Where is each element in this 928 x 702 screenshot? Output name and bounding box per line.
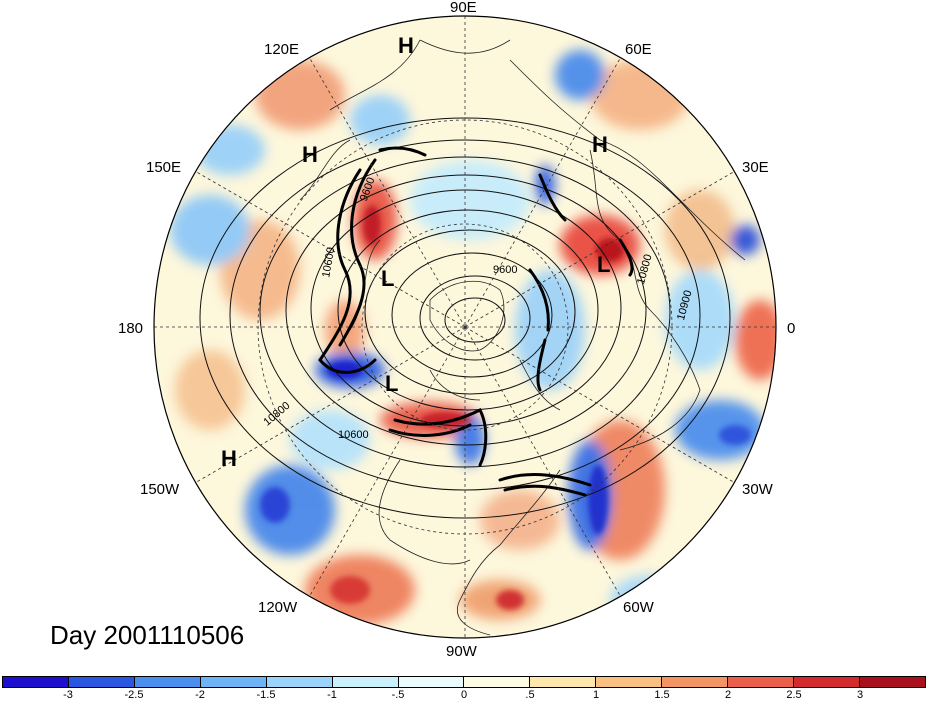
high-pressure-label: H <box>302 142 318 167</box>
colorbar-tick-label: 1 <box>592 689 600 701</box>
colorbar-tick-label: -.5 <box>391 689 405 701</box>
colorbar-tick-label: -2.5 <box>124 689 144 701</box>
high-pressure-label: H <box>221 446 237 471</box>
colorbar-tick-label: 2.5 <box>786 689 802 701</box>
longitude-label-60w: 60W <box>623 599 654 616</box>
colorbar-tick-label: 3 <box>856 689 864 701</box>
contour-label: 10600 <box>338 429 369 441</box>
colorbar-tick-label: -1.5 <box>256 689 276 701</box>
day-label: Day 2001110506 <box>50 620 245 650</box>
colorbar-segment <box>530 677 597 687</box>
map-border <box>153 15 777 639</box>
longitude-label-0: 0 <box>787 320 796 337</box>
longitude-label-120w: 120W <box>258 599 298 616</box>
colorbar-tick-label: 0 <box>460 689 468 701</box>
colorbar-segment <box>68 677 135 687</box>
colorbar-segment <box>464 677 531 687</box>
colorbar-tick-label: 2 <box>724 689 732 701</box>
jet-contours <box>318 146 634 497</box>
high-pressure-label: H <box>398 33 414 58</box>
longitude-label-180: 180 <box>118 320 144 337</box>
longitude-label-60e: 60E <box>625 41 652 58</box>
contour-label: 9600 <box>493 264 518 276</box>
colorbar-segment <box>596 677 663 687</box>
colorbar-segment <box>859 677 925 687</box>
low-pressure-label: L <box>381 266 395 291</box>
longitude-label-30e: 30E <box>742 159 769 176</box>
high-pressure-label: H <box>592 132 608 157</box>
colorbar-segment <box>134 677 201 687</box>
longitude-label-120e: 120E <box>264 41 300 58</box>
colorbar-tick-label: 1.5 <box>654 689 670 701</box>
low-pressure-label: L <box>385 371 399 396</box>
colorbar-segment <box>332 677 399 687</box>
colorbar-ticks: -3 -2.5 -2 -1.5 -1 -.5 0 .5 1 1.5 2 2.5 3 <box>0 689 928 702</box>
colorbar-tick-label: -3 <box>63 689 73 701</box>
longitude-label-90w: 90W <box>446 643 477 660</box>
colorbar-tick-label: .5 <box>525 689 535 701</box>
colorbar-segment <box>3 677 69 687</box>
longitude-label-90e: 90E <box>450 0 477 16</box>
colorbar-segment <box>662 677 729 687</box>
longitude-label-150e: 150E <box>146 159 182 176</box>
colorbar <box>2 676 926 688</box>
anomaly-field <box>154 16 776 638</box>
colorbar-segment <box>266 677 333 687</box>
low-pressure-label: L <box>597 252 611 277</box>
colorbar-segment <box>200 677 267 687</box>
longitude-label-30w: 30W <box>742 481 773 498</box>
colorbar-segment <box>398 677 465 687</box>
colorbar-segment <box>728 677 795 687</box>
graticule <box>154 16 776 638</box>
colorbar-tick-label: -2 <box>195 689 205 701</box>
colorbar-segment <box>794 677 860 687</box>
longitude-label-150w: 150W <box>140 481 180 498</box>
colorbar-tick-label: -1 <box>327 689 337 701</box>
